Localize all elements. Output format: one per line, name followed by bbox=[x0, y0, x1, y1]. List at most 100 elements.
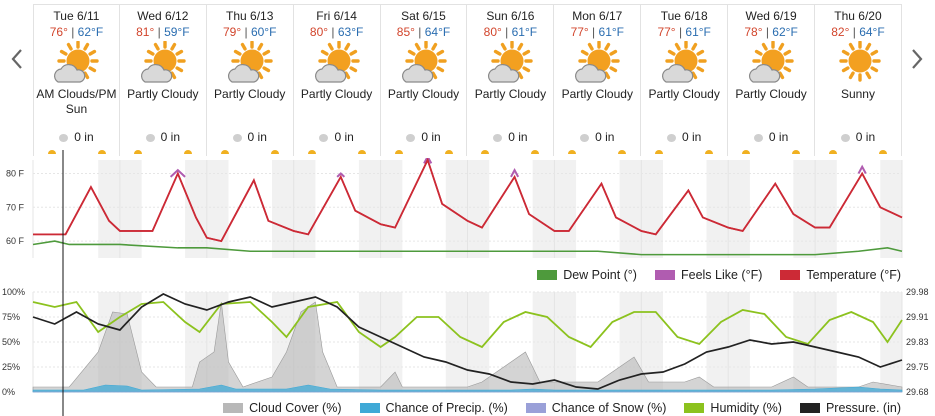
raindrop-icon bbox=[319, 133, 329, 142]
high-temp: 85° bbox=[396, 25, 415, 39]
day-temps: 85° | 64°F bbox=[396, 25, 451, 39]
partly-cloudy-icon bbox=[312, 40, 362, 87]
day-name: Sun 6/16 bbox=[486, 9, 535, 23]
precip-amount: 0 in bbox=[467, 130, 553, 144]
low-temp: 62°F bbox=[772, 25, 798, 39]
raindrop-icon bbox=[493, 133, 503, 142]
legend-pressure[interactable]: Pressure. (in) bbox=[799, 401, 901, 415]
sunny-icon bbox=[833, 40, 883, 87]
high-temp: 77° bbox=[657, 25, 676, 39]
high-temp: 78° bbox=[744, 25, 763, 39]
precip-amount: 0 in bbox=[641, 130, 727, 144]
day-name: Thu 6/20 bbox=[834, 9, 882, 23]
day-temps: 77° | 61°F bbox=[657, 25, 711, 39]
day-column[interactable]: Sat 6/15 85° | 64°F Partly Cloudy 0 in bbox=[380, 4, 468, 156]
sunrise-icon bbox=[220, 150, 229, 154]
condition-text: Partly Cloudy bbox=[300, 87, 373, 101]
day-column[interactable]: Thu 6/13 79° | 60°F Partly Cloudy 0 in bbox=[206, 4, 294, 156]
temperature-chart: 80 F 70 F 60 F bbox=[6, 158, 903, 258]
y-tick-label-right: 29.91 bbox=[906, 312, 929, 322]
raindrop-icon bbox=[753, 133, 763, 142]
raindrop-icon bbox=[145, 133, 155, 142]
sunrise-icon bbox=[481, 150, 490, 154]
chevron-right-icon bbox=[912, 49, 923, 69]
y-tick-label-left: 25% bbox=[2, 362, 20, 372]
sunrise-icon bbox=[48, 150, 56, 154]
day-name: Mon 6/17 bbox=[572, 9, 623, 23]
partly-cloudy-icon bbox=[225, 40, 275, 87]
low-temp: 64°F bbox=[859, 25, 885, 39]
day-temps: 81° | 59°F bbox=[136, 25, 190, 39]
sunset-icon bbox=[183, 150, 192, 154]
low-temp: 60°F bbox=[250, 25, 277, 39]
feels-like-line bbox=[336, 172, 346, 178]
condition-text: Partly Cloudy bbox=[127, 87, 199, 101]
day-name: Thu 6/13 bbox=[226, 9, 274, 23]
pressure-line bbox=[32, 293, 903, 390]
legend-cloud-cover[interactable]: Cloud Cover (%) bbox=[223, 401, 342, 415]
day-column[interactable]: Thu 6/20 82° | 64°F Sunny 0 in bbox=[815, 4, 902, 156]
sunrise-icon bbox=[394, 150, 403, 154]
day-column[interactable]: Wed 6/19 78° | 62°F Partly Cloudy 0 in bbox=[728, 4, 816, 156]
feels-like-line bbox=[857, 164, 867, 174]
day-column[interactable]: Mon 6/17 77° | 61°F Partly Cloudy 0 in bbox=[554, 4, 642, 156]
y-tick-label: 70 F bbox=[6, 202, 25, 212]
condition-text: Partly Cloudy bbox=[214, 87, 286, 101]
day-temps: 79° | 60°F bbox=[223, 25, 277, 39]
condition-text: AM Clouds/PM Sun bbox=[36, 87, 117, 116]
previous-days-button[interactable] bbox=[4, 42, 30, 76]
precip-amount: 0 in bbox=[120, 130, 206, 144]
raindrop-icon bbox=[580, 133, 590, 142]
legend-humidity[interactable]: Humidity (%) bbox=[684, 401, 782, 415]
feels-like-line bbox=[169, 168, 186, 178]
precip-amount: 0 in bbox=[34, 130, 119, 144]
raindrop-icon bbox=[59, 133, 69, 142]
sunset-icon bbox=[357, 150, 366, 154]
raindrop-icon bbox=[406, 133, 416, 142]
dew-point-line bbox=[32, 240, 903, 256]
day-column[interactable]: Tue 6/11 76° | 62°F AM Clouds/PM Sun 0 i… bbox=[33, 4, 120, 156]
day-column[interactable]: Tue 6/18 77° | 61°F Partly Cloudy 0 in bbox=[641, 4, 729, 156]
low-temp: 59°F bbox=[164, 25, 190, 39]
high-temp: 80° bbox=[483, 25, 502, 39]
y-tick-label-right: 29.98 bbox=[906, 287, 929, 297]
legend-precip[interactable]: Chance of Precip. (%) bbox=[359, 401, 508, 415]
low-temp: 61°F bbox=[511, 25, 538, 39]
sunset-icon bbox=[531, 150, 540, 154]
day-temps: 82° | 64°F bbox=[831, 25, 885, 39]
y-tick-label: 60 F bbox=[6, 236, 25, 246]
high-temp: 81° bbox=[136, 25, 155, 39]
y-tick-label-left: 75% bbox=[2, 312, 20, 322]
daily-forecast-strip: Tue 6/11 76° | 62°F AM Clouds/PM Sun 0 i… bbox=[33, 4, 902, 156]
raindrop-icon bbox=[667, 133, 676, 142]
condition-text: Partly Cloudy bbox=[474, 87, 547, 101]
day-name: Sat 6/15 bbox=[401, 9, 446, 23]
legend-snow[interactable]: Chance of Snow (%) bbox=[525, 401, 666, 415]
next-days-button[interactable] bbox=[904, 42, 930, 76]
sunrise-icon bbox=[742, 150, 751, 154]
day-column[interactable]: Sun 6/16 80° | 61°F Partly Cloudy 0 in bbox=[467, 4, 555, 156]
y-tick-label-left: 50% bbox=[2, 337, 20, 347]
high-temp: 82° bbox=[831, 25, 850, 39]
legend-feels-like[interactable]: Feels Like (°F) bbox=[654, 268, 762, 282]
legend-dew-point[interactable]: Dew Point (°) bbox=[537, 268, 637, 282]
humidity-line bbox=[32, 300, 903, 349]
legend-temperature[interactable]: Temperature (°F) bbox=[780, 268, 901, 282]
day-column[interactable]: Fri 6/14 80° | 63°F Partly Cloudy 0 in bbox=[293, 4, 381, 156]
day-temps: 80° | 61°F bbox=[483, 25, 538, 39]
sunrise-icon bbox=[655, 150, 664, 154]
partly-cloudy-icon bbox=[399, 40, 449, 87]
condition-text: Partly Cloudy bbox=[735, 87, 807, 101]
day-name: Wed 6/12 bbox=[137, 9, 189, 23]
precip-amount: 0 in bbox=[728, 130, 814, 144]
chevron-left-icon bbox=[11, 49, 22, 69]
raindrop-icon bbox=[840, 133, 850, 142]
humidity-cloud-pressure-chart: 100% 29.98 75% 29.91 50% 29.83 25% 29.75 0% 29.68 bbox=[2, 287, 929, 397]
cloud-cover-area bbox=[32, 301, 903, 393]
low-temp: 61°F bbox=[598, 25, 624, 39]
low-temp: 63°F bbox=[337, 25, 364, 39]
temperature-legend: Dew Point (°) Feels Like (°F) Temperatur… bbox=[519, 268, 901, 282]
day-temps: 76° | 62°F bbox=[49, 25, 104, 39]
day-column[interactable]: Wed 6/12 81° | 59°F Partly Cloudy 0 in bbox=[119, 4, 207, 156]
high-temp: 76° bbox=[49, 25, 68, 39]
